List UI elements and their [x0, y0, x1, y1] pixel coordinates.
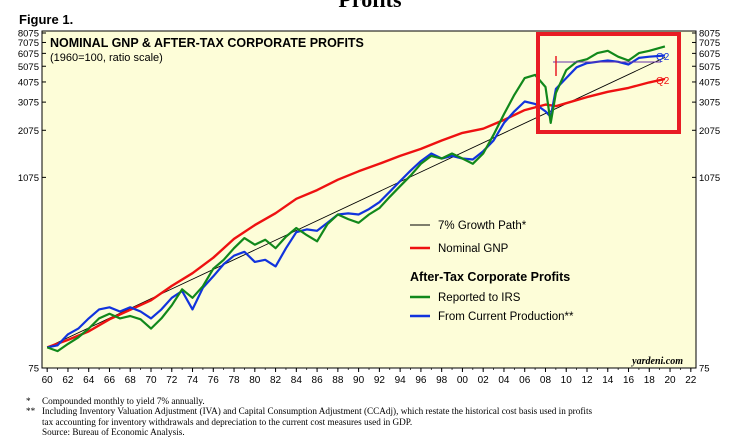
legend-label-gnp: Nominal GNP — [438, 243, 509, 255]
footnote-text: Including Inventory Valuation Adjustment… — [42, 406, 593, 417]
source-watermark: yardeni.com — [631, 356, 683, 367]
highlight-box — [536, 32, 681, 134]
x-tick-label: 74 — [187, 375, 199, 386]
x-tick-label: 02 — [478, 375, 490, 386]
x-tick-label: 88 — [332, 375, 344, 386]
x-tick-label: 92 — [374, 375, 386, 386]
footnote-text: tax accounting for inventory withdrawals… — [42, 416, 413, 427]
x-tick-label: 76 — [208, 375, 220, 386]
x-tick-label: 84 — [291, 375, 303, 386]
footnote-text: Compounded monthly to yield 7% annually. — [42, 396, 205, 406]
y-tick-label-right: 1075 — [699, 173, 720, 184]
x-tick-label: 60 — [42, 375, 54, 386]
legend-label-current: From Current Production** — [438, 311, 574, 323]
axis-ticks: 75 75 1075 1075 2075 2075 3075 3075 4075 4075 5075… — [18, 29, 720, 387]
y-tick-label-right: 7075 — [699, 38, 720, 49]
plot-area — [41, 30, 697, 369]
x-tick-label: 16 — [623, 375, 635, 386]
footnote-row: Source: Bureau of Economic Analysis. — [0, 427, 742, 437]
y-tick-label-left: 1075 — [18, 173, 39, 184]
x-tick-label: 22 — [685, 375, 697, 386]
y-tick-label-left: 3075 — [18, 98, 39, 109]
x-tick-label: 96 — [415, 375, 427, 386]
footnote-row: tax accounting for inventory withdrawals… — [0, 417, 742, 427]
footnote-mark: ** — [26, 406, 36, 417]
x-tick-label: 82 — [270, 375, 282, 386]
y-tick-label-left: 2075 — [18, 126, 39, 137]
cropped-page-title: Profits — [300, 0, 440, 13]
footnote-mark: * — [26, 396, 31, 406]
legend-label-growth: 7% Growth Path* — [438, 220, 527, 232]
series-growth-path — [47, 56, 666, 348]
footnote-text: Source: Bureau of Economic Analysis. — [42, 426, 185, 437]
x-tick-label: 62 — [62, 375, 74, 386]
y-tick-label-left: 75 — [28, 364, 39, 375]
x-tick-label: 18 — [644, 375, 656, 386]
footnote-row: * Compounded monthly to yield 7% annuall… — [0, 396, 742, 406]
x-tick-label: 00 — [457, 375, 469, 386]
x-tick-label: 66 — [104, 375, 116, 386]
y-tick-label-right: 2075 — [699, 126, 720, 137]
chart-subtitle: (1960=100, ratio scale) — [50, 52, 163, 64]
chart: 75 75 1075 1075 2075 2075 3075 3075 4075 4075 5075… — [18, 29, 720, 387]
x-tick-label: 70 — [145, 375, 157, 386]
x-tick-label: 90 — [353, 375, 365, 386]
series-profits-irs — [46, 45, 666, 353]
x-tick-label: 86 — [312, 375, 324, 386]
y-tick-label-left: 5075 — [18, 62, 39, 73]
chart-title: NOMINAL GNP & AFTER-TAX CORPORATE PROFIT… — [50, 36, 364, 50]
x-tick-label: 14 — [602, 375, 614, 386]
y-tick-label-right: 8075 — [699, 29, 720, 40]
x-tick-label: 98 — [436, 375, 448, 386]
y-tick-label-right: 5075 — [699, 62, 720, 73]
x-tick-label: 64 — [83, 375, 95, 386]
x-tick-label: 68 — [125, 375, 137, 386]
legend: 7% Growth Path* Nominal GNP After-Tax Co… — [410, 220, 574, 323]
x-tick-label: 06 — [519, 375, 531, 386]
x-tick-label: 10 — [561, 375, 573, 386]
q2-label-gnp: Q2 — [656, 76, 670, 87]
y-tick-label-right: 6075 — [699, 49, 720, 60]
x-tick-label: 04 — [498, 375, 510, 386]
footnote-row: ** Including Inventory Valuation Adjustm… — [0, 406, 742, 416]
x-tick-label: 08 — [540, 375, 552, 386]
legend-profits-header: After-Tax Corporate Profits — [410, 270, 570, 284]
legend-label-irs: Reported to IRS — [438, 292, 521, 304]
y-tick-label-left: 6075 — [18, 49, 39, 60]
y-tick-label-left: 8075 — [18, 29, 39, 40]
y-tick-label-right: 3075 — [699, 98, 720, 109]
series-nominal-gnp — [46, 77, 666, 349]
footnotes: * Compounded monthly to yield 7% annuall… — [0, 396, 742, 437]
x-tick-label: 72 — [166, 375, 178, 386]
series-layer — [46, 45, 666, 353]
x-tick-label: 78 — [228, 375, 240, 386]
x-tick-label: 80 — [249, 375, 261, 386]
x-tick-label: 12 — [581, 375, 593, 386]
y-tick-label-left: 7075 — [18, 38, 39, 49]
q2-label-profits: Q2 — [656, 52, 670, 63]
x-tick-label: 94 — [395, 375, 407, 386]
y-tick-label-right: 75 — [699, 364, 710, 375]
x-tick-label: 20 — [664, 375, 676, 386]
y-tick-label-right: 4075 — [699, 77, 720, 88]
series-profits-current — [46, 54, 665, 349]
figure-label: Figure 1. — [19, 12, 74, 27]
y-tick-label-left: 4075 — [18, 77, 39, 88]
